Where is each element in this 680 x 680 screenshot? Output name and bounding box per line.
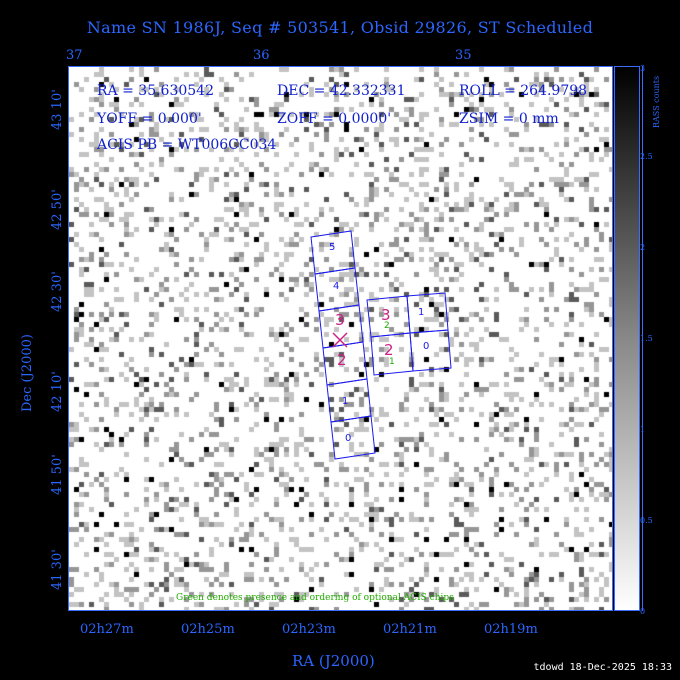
chip-label-s4: 4 — [333, 281, 339, 292]
cb-tick-1: 1 — [640, 425, 646, 434]
magenta-mark-2: 2 — [337, 351, 347, 369]
y-tick-41-50: 41 50' — [50, 454, 65, 495]
cb-tick-3: 3 — [640, 64, 646, 73]
roll-readout: ROLL = 264.9798 — [459, 83, 588, 99]
top-tick-36: 36 — [253, 48, 270, 63]
chip-i3 — [406, 292, 449, 334]
zsim-readout: ZSIM = 0 mm — [459, 111, 559, 127]
chip-i1 — [409, 329, 452, 372]
green-mark-1: 1 — [389, 357, 395, 367]
chip-s1 — [326, 378, 372, 423]
green-mark-2: 2 — [384, 321, 390, 331]
y-axis-label: Dec (J2000) — [20, 334, 35, 412]
cb-tick-0: 0 — [640, 607, 646, 616]
top-tick-37: 37 — [66, 48, 83, 63]
acis-chip-layout: 5 4 3 2 1 0 3 2 1 2 1 0 — [310, 230, 452, 460]
magenta-mark-3: 3 — [335, 311, 345, 329]
chip-label-i1: 1 — [418, 307, 424, 318]
y-tick-41-30: 41 30' — [50, 549, 65, 590]
magenta-mark-i2: 2 — [384, 341, 394, 359]
chip-label-s1: 1 — [342, 396, 348, 407]
x-tick-02h23m: 02h23m — [282, 622, 336, 637]
cb-tick-2-5: 2.5 — [640, 152, 653, 161]
acis-pb-readout: ACIS PB = WT006CC034 — [97, 137, 277, 153]
chip-label-s0: 0 — [345, 433, 351, 444]
page-title: Name SN 1986J, Seq # 503541, Obsid 29826… — [86, 18, 594, 37]
colorbar — [614, 66, 640, 611]
x-tick-02h21m: 02h21m — [383, 622, 437, 637]
chip-label-i0: 0 — [423, 341, 429, 352]
top-tick-35: 35 — [455, 48, 472, 63]
colorbar-label: RASS counts — [652, 75, 661, 128]
y-tick-43-10: 43 10' — [50, 89, 65, 130]
cb-tick-0-5: 0.5 — [640, 516, 653, 525]
magenta-mark-i3: 3 — [381, 306, 391, 324]
y-tick-42-30: 42 30' — [50, 271, 65, 312]
y-tick-42-50: 42 50' — [50, 189, 65, 230]
footer-stamp: tdowd 18-Dec-2025 18:33 — [533, 662, 672, 673]
optional-chips-note: Green denotes presence and ordering of o… — [176, 593, 454, 603]
zoff-readout: ZOFF = 0.0000' — [277, 111, 392, 127]
yoff-readout: YOFF = 0.000' — [97, 111, 202, 127]
x-axis-label: RA (J2000) — [292, 652, 375, 670]
cb-tick-1-5: 1.5 — [640, 334, 653, 343]
y-tick-42-10: 42 10' — [50, 371, 65, 412]
chip-s0 — [330, 415, 376, 460]
x-tick-02h27m: 02h27m — [80, 622, 134, 637]
x-tick-02h25m: 02h25m — [181, 622, 235, 637]
dec-readout: DEC = 42.332331 — [277, 83, 406, 99]
cb-tick-2: 2 — [640, 243, 646, 252]
x-tick-02h19m: 02h19m — [484, 622, 538, 637]
sky-image-panel: 5 4 3 2 1 0 3 2 1 2 1 0 RA = 35.630542 D… — [68, 66, 613, 611]
chip-label-s5: 5 — [329, 242, 335, 253]
ra-readout: RA = 35.630542 — [97, 83, 214, 99]
